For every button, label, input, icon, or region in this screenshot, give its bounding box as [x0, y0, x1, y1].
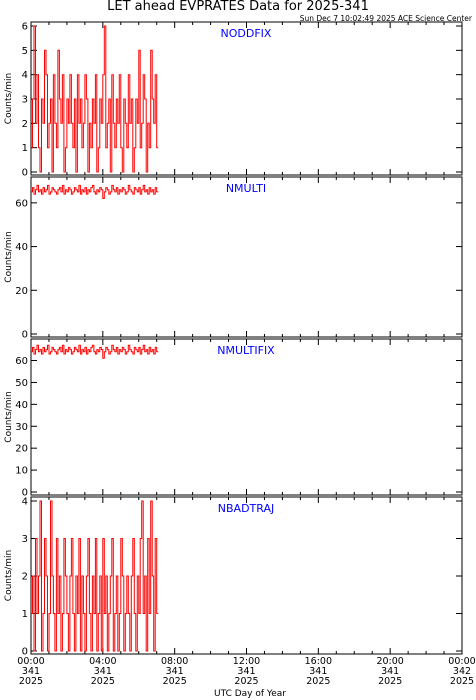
data-series-line — [31, 344, 159, 359]
y-axis-label: Counts/min — [4, 73, 14, 124]
x-tick-day-label: 341 — [94, 666, 112, 677]
y-tick-label: 10 — [15, 466, 28, 477]
panel-noddfix: 0 1 2 3 4 5 6 Counts/min NODDFIX — [4, 21, 463, 179]
x-tick-time-label: 08:00 — [161, 656, 188, 667]
x-tick-year-label: 2025 — [306, 676, 330, 687]
panel-nmultifix: 0 10 20 30 40 50 60 Counts/min NMULTIFIX — [4, 338, 463, 499]
y-tick-label: 40 — [15, 242, 28, 253]
y-tick-label: 4 — [22, 70, 28, 81]
x-tick-year-label: 2025 — [163, 676, 187, 687]
x-tick-day-label: 342 — [453, 666, 471, 677]
x-tick-time-label: 00:00 — [17, 656, 44, 667]
y-tick-label: 3 — [22, 534, 28, 545]
x-tick-day-label: 341 — [166, 666, 184, 677]
x-tick-time-label: 00:00 — [448, 656, 475, 667]
panel-nmulti: 0 20 40 60 Counts/min NMULTI — [4, 176, 463, 341]
y-tick-label: 20 — [15, 286, 28, 297]
panel-name-label: NBADTRAJ — [218, 502, 274, 515]
y-tick-label: 1 — [22, 143, 28, 154]
y-tick-label: 30 — [15, 422, 28, 433]
y-axis-label: Counts/min — [4, 391, 14, 442]
x-tick-time-label: 12:00 — [233, 656, 260, 667]
x-tick-time-label: 16:00 — [305, 656, 332, 667]
y-axis-label: Counts/min — [4, 550, 14, 601]
panel-nbadtraj: 01234Counts/minNBADTRAJ00:00341202504:00… — [4, 496, 476, 687]
y-tick-label: 2 — [22, 119, 28, 130]
chart-title: LET ahead EVPRATES Data for 2025-341 — [107, 0, 369, 14]
y-tick-label: 20 — [15, 444, 28, 455]
panels-group: 0123456Counts/minNODDFIX0204060Counts/mi… — [4, 21, 476, 687]
panel-name-label: NMULTIFIX — [217, 344, 275, 357]
y-tick-label: 1 — [22, 609, 28, 620]
panel-name-label: NMULTI — [226, 182, 266, 195]
x-tick-year-label: 2025 — [450, 676, 474, 687]
chart-subtitle: Sun Dec 7 10:02:49 2025 ACE Science Cent… — [300, 14, 473, 23]
y-axis-label: Counts/min — [4, 231, 14, 282]
y-tick-label: 6 — [22, 22, 28, 33]
y-tick-label: 0 — [22, 647, 28, 658]
data-series-line — [31, 25, 159, 173]
x-tick-year-label: 2025 — [91, 676, 115, 687]
x-tick-year-label: 2025 — [234, 676, 258, 687]
y-tick-label: 50 — [15, 378, 28, 389]
y-tick-label: 0 — [22, 168, 28, 179]
x-tick-year-label: 2025 — [19, 676, 43, 687]
panel-frame — [30, 176, 463, 338]
x-tick-day-label: 341 — [309, 666, 327, 677]
y-tick-label: 2 — [22, 572, 28, 583]
data-series-line — [31, 500, 159, 652]
y-tick-label: 40 — [15, 400, 28, 411]
x-tick-time-label: 20:00 — [376, 656, 403, 667]
y-tick-label: 5 — [22, 46, 28, 57]
x-tick-day-label: 341 — [22, 666, 40, 677]
y-tick-label: 0 — [22, 330, 28, 341]
x-tick-time-label: 04:00 — [89, 656, 116, 667]
y-tick-label: 60 — [15, 198, 28, 209]
y-tick-label: 4 — [22, 497, 28, 508]
y-tick-label: 60 — [15, 356, 28, 367]
data-series-line — [31, 184, 159, 199]
panel-name-label: NODDFIX — [221, 27, 272, 40]
x-tick-day-label: 341 — [381, 666, 399, 677]
y-tick-label: 3 — [22, 95, 28, 106]
panel-frame — [30, 338, 463, 496]
x-tick-day-label: 341 — [237, 666, 255, 677]
x-axis-label: UTC Day of Year — [214, 689, 286, 699]
y-tick-label: 0 — [22, 488, 28, 499]
x-tick-year-label: 2025 — [378, 676, 402, 687]
